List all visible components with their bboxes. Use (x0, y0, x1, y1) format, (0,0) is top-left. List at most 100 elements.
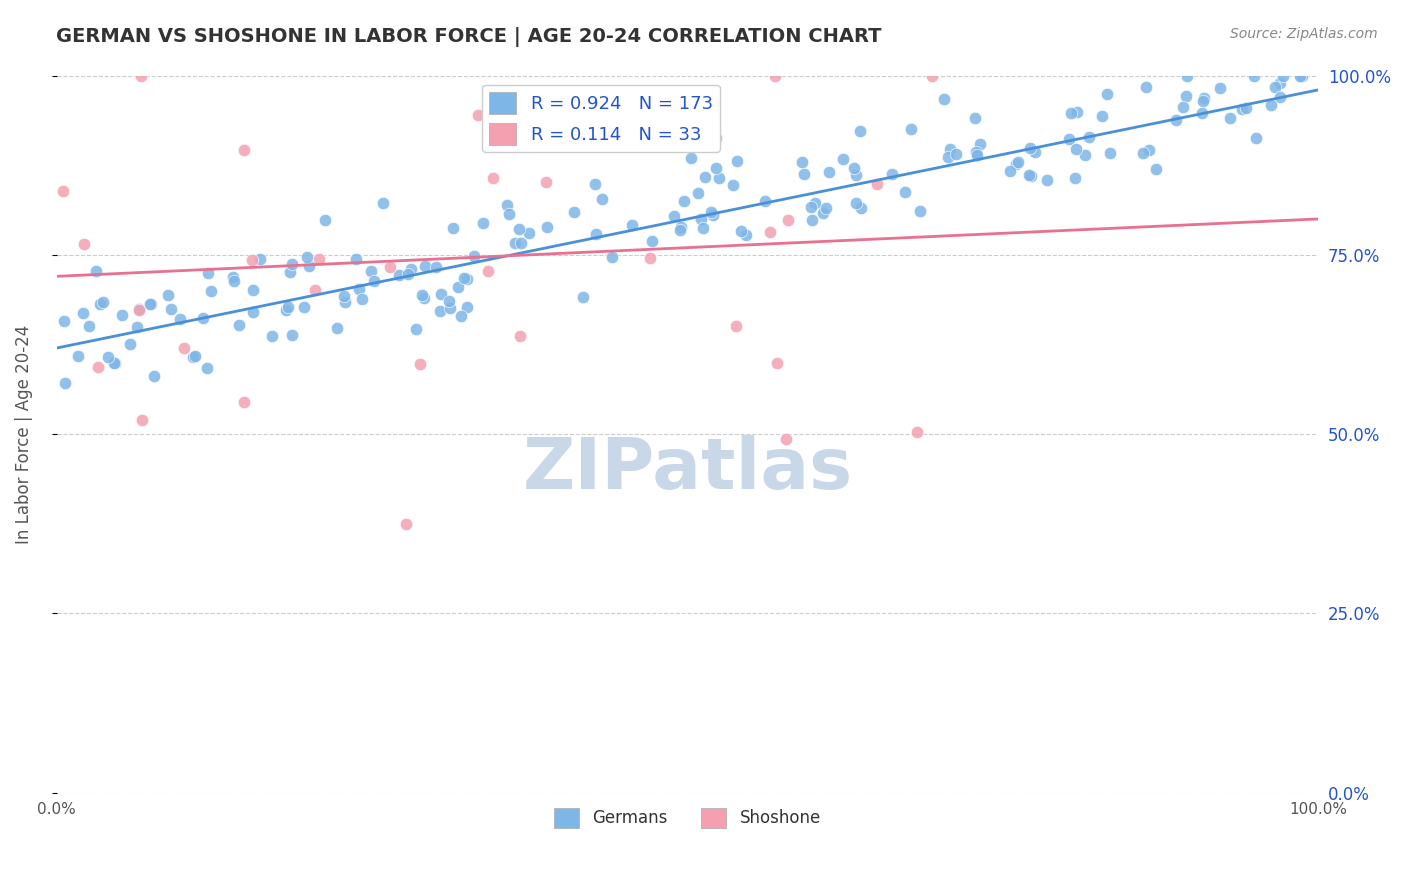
Point (849, 201, 872, 215)
Point (1270, 76, 1292, 90)
Point (232, 143, 254, 157)
Point (157, 288, 180, 302)
Point (125, 319, 148, 334)
Point (55, 376, 77, 391)
Point (1036, 173, 1059, 187)
Point (754, 194, 776, 208)
Point (508, 222, 530, 236)
Point (725, 154, 748, 169)
Point (845, 169, 868, 183)
Point (908, 203, 931, 218)
Point (695, 170, 717, 185)
Point (128, 302, 150, 317)
Point (921, 69, 943, 83)
Point (763, 69, 786, 83)
Point (425, 260, 447, 274)
Point (304, 283, 326, 297)
Point (668, 223, 690, 237)
Point (181, 350, 204, 364)
Point (1095, 87, 1118, 101)
Point (281, 256, 304, 270)
Point (1066, 105, 1088, 120)
Point (641, 235, 664, 249)
Point (800, 212, 823, 227)
Point (399, 261, 422, 276)
Point (1132, 145, 1154, 160)
Point (453, 271, 475, 285)
Point (495, 198, 517, 212)
Point (242, 305, 264, 319)
Point (969, 136, 991, 151)
Point (804, 196, 827, 211)
Point (893, 186, 915, 200)
Point (395, 517, 418, 532)
Point (1099, 145, 1122, 160)
Point (702, 208, 724, 222)
Point (104, 356, 127, 370)
Point (221, 270, 243, 285)
Point (844, 161, 866, 175)
Point (505, 235, 527, 250)
Point (439, 301, 461, 315)
Point (793, 167, 815, 181)
Point (1007, 154, 1029, 169)
Point (87, 359, 110, 374)
Point (498, 207, 520, 221)
Point (335, 294, 357, 309)
Point (1139, 143, 1161, 157)
Text: Source: ZipAtlas.com: Source: ZipAtlas.com (1230, 27, 1378, 41)
Point (817, 165, 839, 179)
Point (707, 171, 730, 186)
Point (129, 69, 152, 83)
Point (139, 297, 162, 311)
Point (672, 194, 695, 208)
Point (413, 291, 436, 305)
Point (905, 425, 928, 439)
Point (314, 213, 336, 227)
Point (1191, 106, 1213, 120)
Y-axis label: In Labor Force | Age 20-24: In Labor Force | Age 20-24 (15, 325, 32, 544)
Point (110, 308, 132, 322)
Point (776, 212, 799, 227)
Point (97, 350, 120, 364)
Point (866, 177, 889, 191)
Point (882, 167, 904, 181)
Legend: Germans, Shoshone: Germans, Shoshone (547, 801, 827, 835)
Point (775, 432, 797, 446)
Point (1271, 69, 1294, 83)
Point (534, 175, 557, 189)
Point (228, 318, 250, 332)
Point (91, 294, 114, 309)
Point (197, 361, 219, 376)
Point (142, 369, 165, 384)
Point (409, 357, 432, 371)
Point (1135, 80, 1157, 95)
Point (1171, 100, 1194, 114)
Point (700, 205, 723, 219)
Point (814, 202, 837, 216)
Point (759, 225, 782, 239)
Point (463, 249, 485, 263)
Point (66, 350, 89, 364)
Point (1264, 79, 1286, 94)
Point (585, 227, 607, 241)
Point (735, 227, 758, 242)
Point (197, 266, 219, 280)
Point (441, 220, 464, 235)
Point (128, 303, 150, 318)
Point (84, 264, 107, 278)
Point (536, 220, 558, 235)
Point (725, 318, 748, 333)
Point (173, 341, 195, 355)
Point (1243, 69, 1265, 83)
Point (89, 297, 111, 311)
Point (388, 268, 411, 283)
Point (378, 260, 401, 274)
Point (411, 288, 433, 302)
Point (640, 251, 662, 265)
Point (371, 195, 394, 210)
Point (437, 293, 460, 308)
Point (1174, 88, 1197, 103)
Point (1064, 170, 1087, 185)
Point (800, 200, 823, 214)
